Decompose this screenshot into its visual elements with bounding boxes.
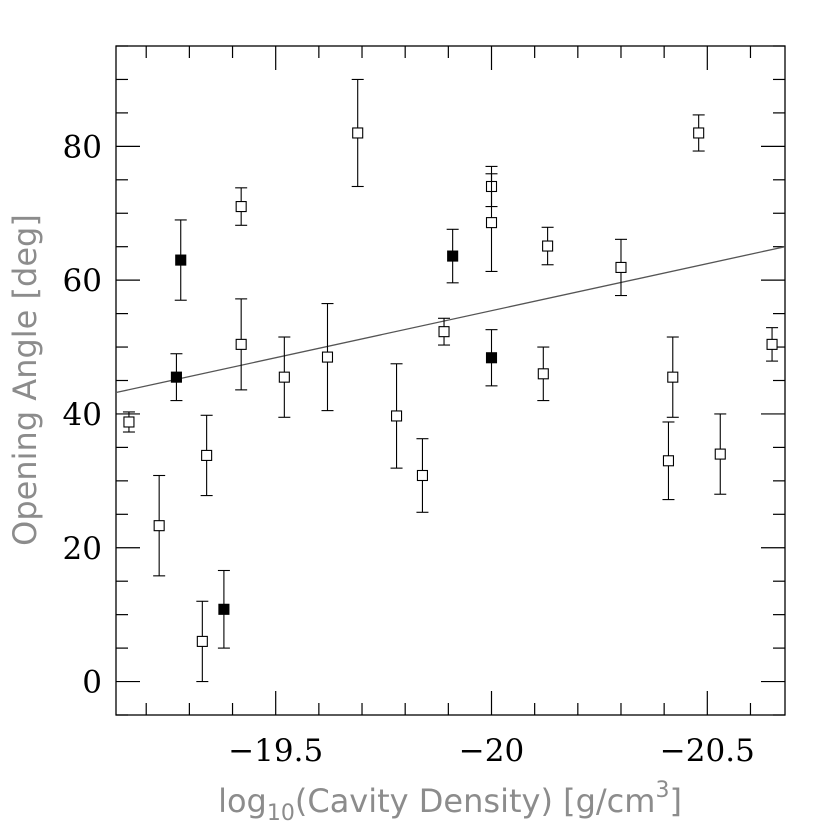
open-square-marker: [153, 520, 165, 532]
open-square-marker: [438, 326, 450, 338]
open-square-marker: [693, 127, 705, 139]
open-data-point: [153, 474, 166, 577]
axes: [115, 45, 786, 716]
y-tick-label: 80: [63, 129, 102, 165]
open-data-point: [666, 336, 679, 418]
y-axis-label: Opening Angle [deg]: [6, 214, 44, 546]
filled-square-marker: [447, 250, 459, 262]
open-data-point: [766, 327, 779, 362]
open-data-point: [485, 173, 498, 273]
y-tick-label: 0: [82, 665, 102, 701]
open-data-point: [541, 226, 554, 266]
filled-data-point: [485, 329, 498, 387]
open-square-marker: [667, 371, 679, 383]
y-tick-label: 40: [63, 397, 102, 433]
fit-line-group: [115, 246, 786, 394]
filled-square-marker: [485, 352, 498, 364]
data-points: [122, 78, 779, 683]
open-square-marker: [201, 449, 213, 461]
open-square-marker: [615, 261, 627, 273]
x-tick-label: −20.5: [660, 733, 755, 769]
open-square-marker: [321, 351, 334, 363]
open-data-point: [200, 414, 213, 497]
filled-square-marker: [175, 254, 187, 266]
filled-square-marker: [170, 371, 182, 383]
open-square-marker: [714, 448, 726, 460]
fit-line: [115, 246, 786, 394]
open-data-point: [714, 413, 727, 495]
open-data-point: [235, 187, 248, 226]
x-tick-label: −19.5: [228, 733, 323, 769]
open-data-point: [614, 238, 627, 297]
open-square-marker: [537, 368, 549, 380]
tick-labels: 0 20 40 60 80 −19.5 −20 −20.5: [63, 129, 755, 769]
filled-data-point: [217, 569, 230, 649]
open-data-point: [390, 363, 403, 469]
open-data-point: [662, 421, 675, 501]
open-data-point: [537, 346, 550, 402]
open-square-marker: [542, 240, 554, 252]
filled-data-point: [446, 228, 459, 284]
open-square-marker: [662, 455, 675, 467]
filled-data-point: [170, 353, 183, 402]
open-data-point: [438, 317, 451, 346]
open-square-marker: [278, 371, 290, 383]
open-square-marker: [235, 201, 247, 213]
open-square-marker: [235, 338, 247, 350]
open-square-marker: [390, 410, 403, 422]
plot-frame: [115, 45, 786, 716]
open-data-point: [351, 78, 364, 188]
y-tick-label: 20: [63, 531, 102, 567]
open-square-marker: [123, 416, 135, 428]
filled-square-marker: [218, 603, 230, 615]
x-axis-label: log10(Cavity Density) [g/cm3]: [218, 778, 682, 826]
open-data-point: [235, 298, 248, 391]
open-square-marker: [352, 127, 364, 139]
open-square-marker: [766, 338, 778, 350]
open-data-point: [416, 438, 429, 513]
open-data-point: [122, 411, 135, 433]
open-square-marker: [196, 635, 208, 647]
open-data-point: [321, 303, 334, 412]
open-data-point: [196, 600, 209, 683]
open-data-point: [278, 336, 291, 418]
filled-data-point: [174, 219, 187, 301]
x-tick-label: −20: [459, 733, 524, 769]
y-tick-label: 60: [63, 263, 102, 299]
open-square-marker: [485, 217, 498, 229]
open-square-marker: [416, 469, 428, 482]
open-data-point: [692, 114, 705, 152]
